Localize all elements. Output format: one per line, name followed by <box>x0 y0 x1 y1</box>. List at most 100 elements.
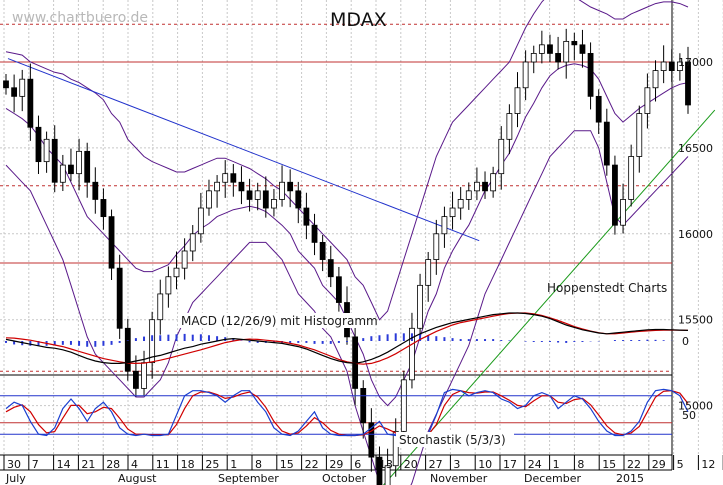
candle-body <box>311 224 318 243</box>
candle-body <box>84 150 91 183</box>
bollinger-upper-line <box>5 0 689 321</box>
candles <box>3 28 691 485</box>
candle-body <box>189 233 196 252</box>
candle-body <box>417 284 423 329</box>
macd-label-bg <box>178 313 358 328</box>
candle-body <box>303 207 310 226</box>
candle-body <box>35 126 42 163</box>
x-tick-label: 7 <box>32 458 39 471</box>
chart-title: MDAX <box>330 9 387 31</box>
candle-body <box>392 430 399 467</box>
month-label: 2015 <box>616 472 644 485</box>
candle-body <box>644 87 651 114</box>
x-tick-label: 5 <box>677 458 684 471</box>
stochastic-k-line <box>5 388 689 437</box>
trendline <box>382 109 716 485</box>
candle-body <box>59 164 66 183</box>
macd-signal-line <box>5 312 689 365</box>
month-label: October <box>322 472 366 485</box>
candle-body <box>563 40 570 63</box>
stochastic-panel <box>0 388 689 437</box>
x-tick-label: 20 <box>404 458 418 471</box>
y-tick-label: 15500 <box>678 314 713 327</box>
candle-body <box>238 181 245 192</box>
candle-body <box>43 138 50 163</box>
x-tick-label: 8 <box>577 458 584 471</box>
candle-body <box>76 150 82 175</box>
month-label: August <box>118 472 157 485</box>
candle-body <box>214 181 220 192</box>
candle-body <box>685 61 691 106</box>
candle-body <box>628 156 635 200</box>
candle-body <box>51 138 58 183</box>
stochastic-50-label: 50 <box>682 409 696 422</box>
candle-body <box>547 44 553 54</box>
x-tick-label: 12 <box>701 458 715 471</box>
candle-body <box>327 259 334 278</box>
x-tick-label: 6 <box>354 458 361 471</box>
candle-body <box>522 61 529 89</box>
stochastic-d-line <box>5 390 689 437</box>
x-tick-label: 21 <box>81 458 95 471</box>
x-tick-label: 29 <box>652 458 666 471</box>
x-tick-label: 30 <box>7 458 21 471</box>
watermark: www.chartbuero.de <box>12 10 148 26</box>
x-tick-label: 13 <box>379 458 393 471</box>
candle-body <box>465 190 472 200</box>
x-tick-label: 17 <box>503 458 517 471</box>
candle-body <box>335 276 342 303</box>
candle-body <box>197 207 204 235</box>
candle-body <box>173 267 180 278</box>
x-tick-label: 27 <box>429 458 443 471</box>
candle-body <box>108 216 115 269</box>
month-label: July <box>5 472 26 485</box>
candle-body <box>262 190 269 209</box>
candle-body <box>425 259 432 286</box>
candle-body <box>538 44 545 54</box>
x-tick-label: 22 <box>305 458 319 471</box>
x-tick-label: 25 <box>205 458 219 471</box>
candle-body <box>68 164 74 175</box>
trendline <box>7 58 480 242</box>
candle-body <box>157 293 164 321</box>
y-tick-label: 17000 <box>678 56 713 69</box>
macd-panel <box>5 312 689 365</box>
month-label: November <box>430 472 488 485</box>
candle-body <box>133 370 139 389</box>
candle-body <box>206 190 212 209</box>
bollinger-bands <box>5 0 689 485</box>
panel-frames <box>0 0 673 471</box>
candle-body <box>92 181 99 200</box>
candle-body <box>360 388 367 424</box>
candle-body <box>514 87 521 114</box>
x-tick-label: 11 <box>156 458 170 471</box>
candle-body <box>506 113 513 140</box>
candle-body <box>319 241 326 260</box>
candle-body <box>27 78 34 128</box>
x-tick-label: 14 <box>57 458 71 471</box>
stochastic-label: Stochastik (5/3/3) <box>399 433 506 447</box>
candle-body <box>400 379 407 432</box>
x-tick-label: 28 <box>106 458 120 471</box>
stoch-label-bg <box>396 432 514 447</box>
candle-body <box>449 207 456 218</box>
candle-body <box>295 190 302 209</box>
candle-body <box>19 78 26 97</box>
candle-body <box>571 40 578 46</box>
candle-body <box>271 199 277 209</box>
candle-body <box>124 327 131 372</box>
axes: 1450015000155001600016500170001750005030… <box>3 56 723 485</box>
y-tick-label: 16500 <box>678 142 713 155</box>
candle-body <box>482 181 488 192</box>
candle-body <box>287 181 294 192</box>
bollinger-middle-line <box>5 63 689 407</box>
macd-label: MACD (12/26/9) mit Histogramm <box>181 314 378 328</box>
horizontal-levels <box>0 23 672 424</box>
candle-body <box>441 216 448 235</box>
candle-body <box>490 173 497 192</box>
y-tick-label: 16000 <box>678 228 713 241</box>
candle-body <box>595 95 602 123</box>
candle-body <box>11 87 18 97</box>
candle-body <box>384 465 391 485</box>
